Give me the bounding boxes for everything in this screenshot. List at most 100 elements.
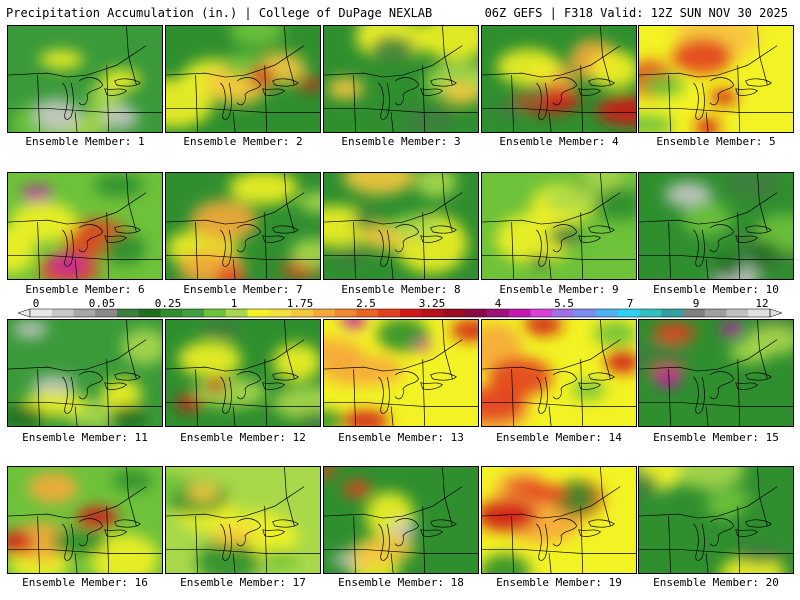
colorbar-tick-label: 9 <box>693 298 700 310</box>
precip-blob <box>229 26 284 47</box>
ensemble-member-label: Ensemble Member: 9 <box>499 283 619 296</box>
precip-blob <box>712 253 743 279</box>
colorbar-swatch <box>117 309 140 317</box>
precip-blob <box>682 201 732 237</box>
ensemble-map-panel <box>165 319 321 427</box>
precip-blob <box>211 526 255 546</box>
precip-blob <box>482 498 537 532</box>
ensemble-map-panel <box>323 172 479 280</box>
map-boundaries <box>482 467 636 573</box>
precip-blob <box>525 483 569 504</box>
precip-blob <box>523 83 547 103</box>
colorbar-swatch <box>95 309 118 317</box>
precip-blob <box>76 506 119 529</box>
ensemble-map-panel <box>638 172 794 280</box>
colorbar-min-arrow <box>17 308 31 318</box>
colorbar-swatch <box>247 309 270 317</box>
map-boundaries <box>166 173 320 279</box>
ensemble-map-panel <box>165 172 321 280</box>
ensemble-map-panel <box>165 466 321 574</box>
precip-blob <box>523 320 563 336</box>
ensemble-map-panel <box>7 172 163 280</box>
colorbar-tick-label: 7 <box>627 298 634 310</box>
precip-blob <box>326 77 365 100</box>
precip-blob <box>571 380 606 400</box>
map-boundaries <box>482 26 636 132</box>
ensemble-member-label: Ensemble Member: 15 <box>653 431 779 444</box>
ensemble-map-panel <box>481 172 637 280</box>
precip-blob <box>34 98 81 132</box>
precip-blob <box>196 540 260 573</box>
ensemble-member-label: Ensemble Member: 20 <box>653 576 779 589</box>
colorbar-tick-label: 12 <box>755 298 768 310</box>
precip-blob <box>13 320 48 338</box>
precip-blob <box>109 405 148 426</box>
colorbar-legend: 0 0.05 0.25 1 1.75 2.5 3.25 4 5.5 7 9 12 <box>0 298 800 318</box>
precip-blob <box>595 95 636 126</box>
precip-blob <box>272 343 320 382</box>
ensemble-map-panel <box>638 25 794 133</box>
colorbar-swatch <box>160 309 183 317</box>
colorbar-tick-label: 3.25 <box>419 298 446 310</box>
colorbar-tick-label: 0 <box>33 298 40 310</box>
ensemble-member-label: Ensemble Member: 19 <box>496 576 622 589</box>
precip-blob <box>178 341 242 378</box>
precip-blob <box>331 248 368 267</box>
precip-blob <box>295 78 320 90</box>
precip-blob <box>591 50 636 90</box>
precip-blob <box>673 467 745 490</box>
ensemble-map-panel <box>481 25 637 133</box>
precip-blob <box>340 320 367 329</box>
precip-blob <box>190 199 257 242</box>
colorbar-tick-label: 4 <box>495 298 502 310</box>
chart-title: Precipitation Accumulation (in.) | Colle… <box>6 6 433 20</box>
precip-blob <box>187 481 220 503</box>
precip-blob <box>720 489 752 508</box>
precip-blob <box>100 68 141 91</box>
ensemble-member-label: Ensemble Member: 4 <box>499 135 619 148</box>
precip-blob <box>527 254 551 269</box>
ensemble-member-label: Ensemble Member: 12 <box>180 431 306 444</box>
colorbar-swatch <box>291 309 314 317</box>
precip-blob <box>653 322 697 344</box>
ensemble-map-panel <box>165 25 321 133</box>
map-boundaries <box>8 467 162 573</box>
precip-blob <box>389 215 443 240</box>
precip-blob <box>215 265 244 279</box>
map-boundaries <box>8 26 162 132</box>
precip-blob <box>260 549 298 570</box>
ensemble-map-panel <box>638 466 794 574</box>
map-boundaries <box>166 467 320 573</box>
map-boundaries <box>639 320 793 426</box>
precip-blob <box>112 469 153 492</box>
ensemble-member-label: Ensemble Member: 7 <box>183 283 303 296</box>
map-boundaries <box>8 173 162 279</box>
precip-blob <box>593 320 636 347</box>
ensemble-map-panel <box>638 319 794 427</box>
colorbar-swatch <box>639 309 662 317</box>
precip-blob <box>50 256 87 274</box>
colorbar-tick-label: 2.5 <box>356 298 376 310</box>
colorbar-max-arrow <box>769 308 783 318</box>
precip-blob <box>206 377 227 394</box>
model-valid-time: 06Z GEFS | F318 Valid: 12Z SUN NOV 30 20… <box>484 6 788 20</box>
precip-blob <box>639 471 659 499</box>
precip-blob <box>664 181 712 208</box>
colorbar-swatch <box>73 309 96 317</box>
precip-blob <box>342 480 373 498</box>
precip-blob <box>482 553 531 573</box>
colorbar-swatch <box>661 309 684 317</box>
colorbar-swatch <box>312 309 335 317</box>
colorbar-swatch <box>30 309 53 317</box>
ensemble-map-panel <box>323 466 479 574</box>
colorbar-tick-label: 5.5 <box>554 298 574 310</box>
ensemble-map-panel <box>7 319 163 427</box>
precip-blob <box>721 321 743 337</box>
colorbar-swatch <box>552 309 575 317</box>
precip-blob <box>272 385 320 421</box>
precip-blob <box>202 320 242 339</box>
precip-blob <box>8 405 46 426</box>
colorbar-swatch <box>682 309 705 317</box>
colorbar-tick-label: 1.75 <box>287 298 314 310</box>
colorbar-swatch <box>51 309 74 317</box>
